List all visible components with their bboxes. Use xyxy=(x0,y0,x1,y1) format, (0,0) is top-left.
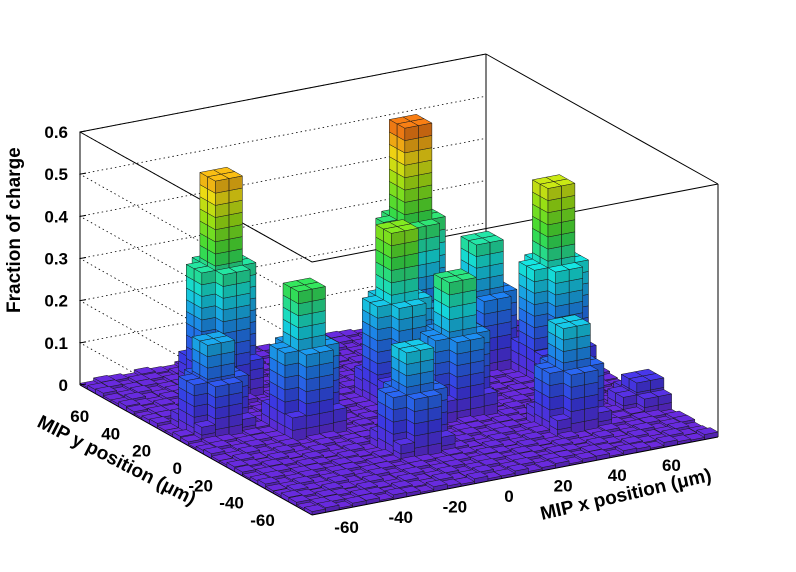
frame-edge xyxy=(79,131,313,263)
frame-edge xyxy=(79,53,487,133)
bar-top xyxy=(547,264,570,273)
frame-edge xyxy=(311,183,719,263)
bar-top xyxy=(512,375,536,383)
bar-top xyxy=(475,294,499,302)
bar-top xyxy=(467,237,491,246)
bar-top xyxy=(330,335,354,343)
bar-top xyxy=(525,263,549,271)
bars xyxy=(79,114,719,516)
bar-top xyxy=(396,121,420,129)
bar-top xyxy=(539,181,563,189)
frame-edge xyxy=(485,53,719,185)
